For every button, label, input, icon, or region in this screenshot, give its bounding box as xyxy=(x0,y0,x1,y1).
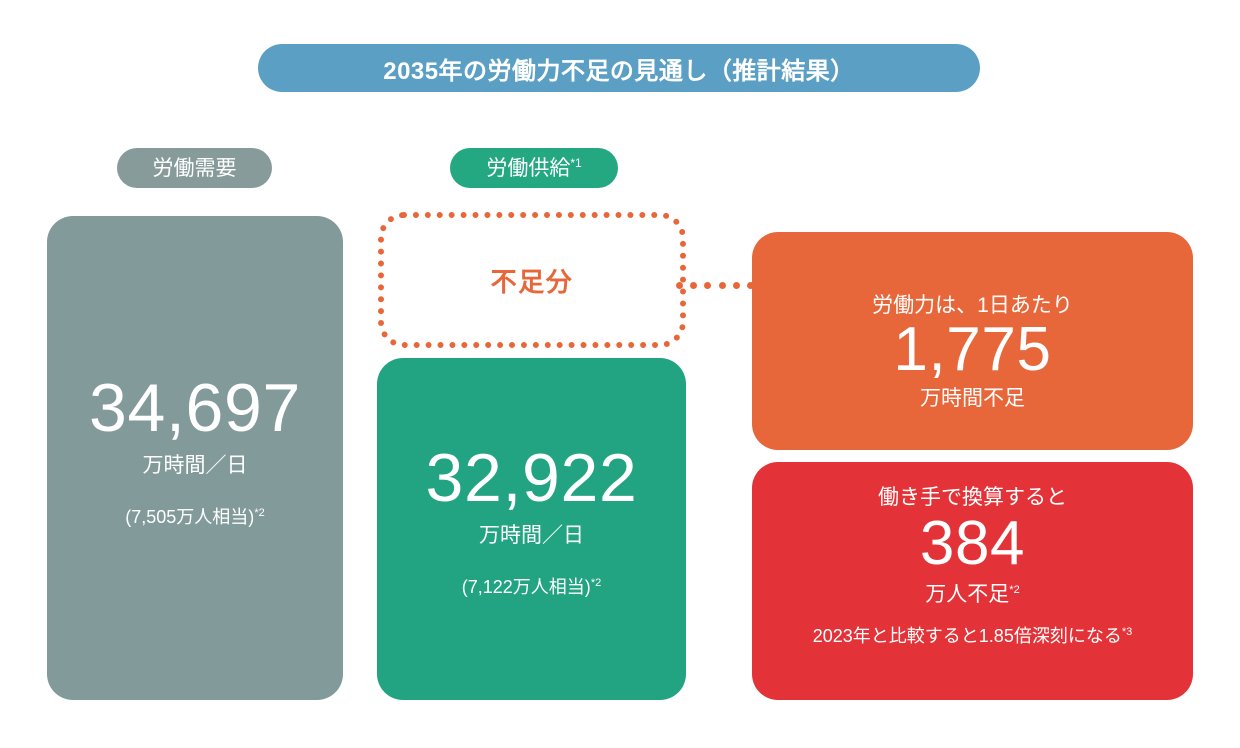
connector-dot xyxy=(676,281,683,289)
shortage-hours-value: 1,775 xyxy=(893,315,1052,384)
shortage-people-footnote-marker: *3 xyxy=(1121,626,1133,639)
shortage-people-unit: 万人不足*2 xyxy=(925,583,1019,606)
connector-dot xyxy=(732,281,740,289)
shortage-gap-box: 不足分 xyxy=(378,212,686,348)
shortage-gap-label: 不足分 xyxy=(490,266,574,297)
connector-dot xyxy=(746,281,754,289)
label-pill-labor-supply-label: 労働供給 xyxy=(486,157,571,180)
shortage-people-unit-text: 万人不足 xyxy=(925,583,1010,607)
shortage-people-lead: 働き手で換算すると xyxy=(878,486,1067,509)
dotted-connector-icon xyxy=(676,280,754,290)
labor-demand-equivalent-text: (7,505万人相当) xyxy=(125,507,255,528)
shortage-people-unit-footnote-marker: *2 xyxy=(1009,584,1020,597)
connector-dot xyxy=(690,281,698,289)
label-pill-labor-supply-text: 労働供給*1 xyxy=(486,157,581,179)
shortage-people-footnote: 2023年と比較すると1.85倍深刻になる*3 xyxy=(813,622,1132,648)
card-shortage-hours: 労働力は、1日あたり 1,775 万時間不足 xyxy=(752,232,1193,450)
labor-demand-equivalent: (7,505万人相当)*2 xyxy=(125,503,264,529)
labor-supply-unit: 万時間／日 xyxy=(479,524,584,547)
page-title: 2035年の労働力不足の見通し（推計結果） xyxy=(383,57,855,85)
card-labor-supply: 32,922 万時間／日 (7,122万人相当)*2 xyxy=(377,358,686,700)
labor-demand-equivalent-footnote-marker: *2 xyxy=(254,507,265,520)
card-labor-demand: 34,697 万時間／日 (7,505万人相当)*2 xyxy=(47,216,343,700)
shortage-people-footnote-text: 2023年と比較すると1.85倍深刻になる xyxy=(812,626,1122,647)
label-pill-labor-demand: 労働需要 xyxy=(117,148,272,188)
page-title-pill: 2035年の労働力不足の見通し（推計結果） xyxy=(258,44,980,92)
labor-supply-equivalent-footnote-marker: *2 xyxy=(590,577,602,590)
labor-demand-unit: 万時間／日 xyxy=(142,454,248,477)
label-pill-labor-supply-footnote-marker: *1 xyxy=(570,156,582,170)
labor-demand-value: 34,697 xyxy=(88,370,302,446)
labor-supply-value: 32,922 xyxy=(425,440,638,516)
label-pill-labor-demand-text: 労働需要 xyxy=(152,156,237,180)
connector-dot xyxy=(718,281,726,289)
shortage-hours-unit: 万時間不足 xyxy=(920,387,1025,410)
card-shortage-people: 働き手で換算すると 384 万人不足*2 2023年と比較すると1.85倍深刻に… xyxy=(752,462,1193,700)
labor-supply-equivalent-text: (7,122万人相当) xyxy=(461,577,591,598)
shortage-hours-lead: 労働力は、1日あたり xyxy=(872,293,1073,317)
label-pill-labor-supply: 労働供給*1 xyxy=(450,148,618,188)
labor-supply-equivalent: (7,122万人相当)*2 xyxy=(462,573,601,599)
connector-dot xyxy=(704,281,712,289)
shortage-people-value: 384 xyxy=(919,509,1026,579)
